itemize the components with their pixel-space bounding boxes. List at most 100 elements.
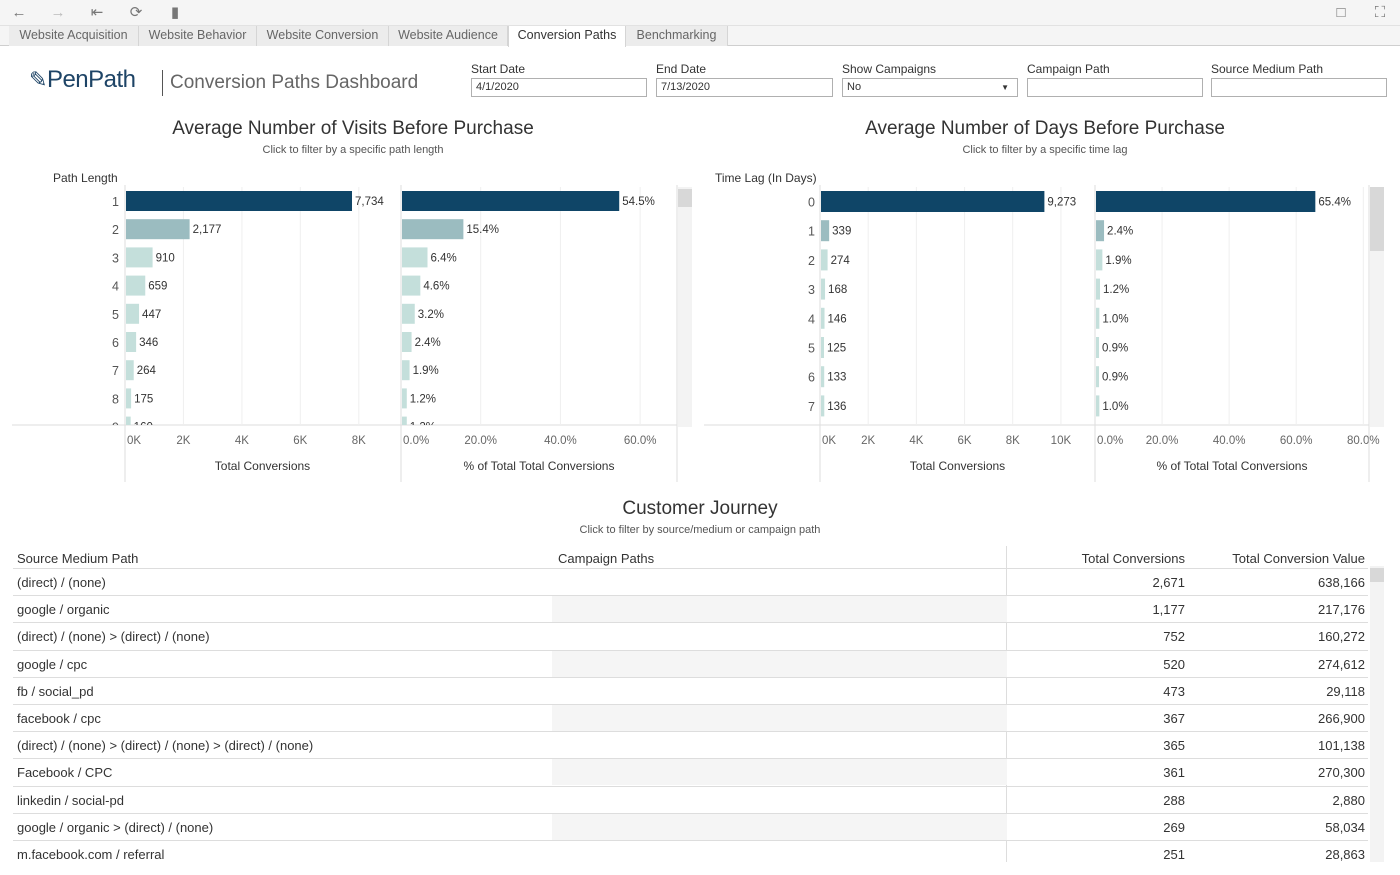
tab-website-acquisition[interactable]: Website Acquisition (9, 26, 139, 46)
category-label: 9 (112, 421, 119, 435)
source-medium-path-input[interactable] (1211, 78, 1387, 97)
source-medium-cell[interactable]: google / organic > (direct) / (none) (17, 819, 214, 835)
tab-website-conversion[interactable]: Website Conversion (257, 26, 389, 46)
path-length-header: Path Length (53, 171, 118, 185)
journey-title: Customer Journey (622, 498, 778, 519)
source-medium-cell[interactable]: (direct) / (none) (17, 575, 106, 590)
category-label: 7 (808, 400, 815, 414)
table-row[interactable]: google / organic 1,177 217,176 (13, 595, 1368, 623)
campaign-path-cell[interactable] (552, 841, 1007, 867)
table-row[interactable]: Facebook / CPC 361 270,300 (13, 758, 1368, 786)
table-row[interactable]: facebook / cpc 367 266,900 (13, 704, 1368, 731)
campaign-path-cell[interactable] (552, 569, 1007, 595)
x-tick-label: 8K (1006, 435, 1020, 447)
bar-value-label: 1.2% (1103, 284, 1129, 296)
visits-chart-scrollbar[interactable] (678, 187, 692, 427)
journey-scrollbar[interactable] (1370, 566, 1384, 862)
fullscreen-icon[interactable]: ⛶ (1374, 4, 1386, 21)
x-tick-label: 2K (861, 435, 875, 447)
show-campaigns-select[interactable]: No ▼ (842, 78, 1018, 97)
campaign-path-cell[interactable] (552, 787, 1007, 813)
bar (821, 220, 830, 242)
bar (402, 191, 620, 211)
bar-value-label: 168 (828, 284, 847, 296)
refresh-data-icon[interactable]: ⟳ (129, 4, 143, 21)
campaign-path-input[interactable] (1027, 78, 1203, 97)
bar-value-label: 1.0% (1102, 401, 1128, 413)
back-arrow-icon[interactable]: ← (11, 4, 27, 21)
start-date-input[interactable]: 4/1/2020 (471, 78, 647, 97)
bar-value-label: 3.2% (418, 309, 444, 321)
col-header-total-conversion-value[interactable]: Total Conversion Value (1232, 551, 1365, 566)
x-tick-label: 60.0% (624, 435, 657, 447)
total-conversion-value-cell: 638,166 (1318, 575, 1365, 590)
end-date-input[interactable]: 7/13/2020 (656, 78, 833, 97)
tab-benchmarking[interactable]: Benchmarking (626, 26, 728, 46)
campaign-path-cell[interactable] (552, 732, 1007, 758)
bar (126, 360, 134, 381)
visits-bar-chart[interactable]: 0K 2K 4K 6K 8K7,7342,17791065944734626417516… (0, 185, 700, 485)
col-header-source-medium[interactable]: Source Medium Path (17, 551, 139, 566)
bar (821, 278, 826, 300)
bar-value-label: 125 (827, 343, 846, 355)
campaign-path-cell[interactable] (552, 678, 1007, 704)
source-medium-cell[interactable]: (direct) / (none) > (direct) / (none) > … (17, 738, 314, 754)
toolbar: ← → ⇤ ⟳ ▮ □ ⛶ (0, 0, 1400, 26)
bar-value-label: 133 (827, 372, 846, 384)
total-conversion-value-cell: 266,900 (1318, 711, 1365, 726)
bar (1096, 337, 1100, 358)
table-row[interactable]: (direct) / (none) > (direct) / (none) 752… (13, 622, 1368, 649)
table-row[interactable]: m.facebook.com / referral 251 28,863 (13, 840, 1368, 867)
comment-icon[interactable]: □ (1336, 4, 1346, 21)
days-chart-subtitle: Click to filter by a specific time lag (962, 144, 1128, 156)
bar (1096, 395, 1100, 417)
total-conversion-value-cell: 274,612 (1318, 656, 1365, 672)
total-conversion-value-cell: 2,880 (1332, 792, 1365, 808)
tab-conversion-paths[interactable]: Conversion Paths (508, 26, 626, 47)
pause-updates-icon[interactable]: ▮ (170, 4, 180, 21)
forward-arrow-icon[interactable]: → (50, 4, 66, 21)
campaign-path-cell[interactable] (552, 705, 1007, 731)
category-label: 7 (112, 364, 119, 378)
x-tick-label: 40.0% (544, 435, 577, 447)
days-chart-scrollbar[interactable] (1370, 187, 1384, 427)
days-scrollbar-thumb[interactable] (1370, 187, 1384, 251)
table-row[interactable]: fb / social_pd 473 29,118 (13, 676, 1368, 704)
source-medium-cell[interactable]: facebook / cpc (17, 711, 101, 726)
table-row[interactable]: (direct) / (none) 2,671 638,166 (13, 568, 1368, 595)
source-medium-cell[interactable]: Facebook / CPC (17, 765, 113, 781)
source-medium-cell[interactable]: google / cpc (17, 656, 88, 672)
source-medium-cell[interactable]: (direct) / (none) > (direct) / (none) (17, 629, 210, 645)
days-bar-chart[interactable]: 0K 2K 4K 6K 8K 10K9,2733392741681461251331360… (700, 185, 1400, 485)
campaign-path-cell[interactable] (552, 650, 1007, 677)
campaign-path-cell[interactable] (552, 596, 1007, 623)
table-row[interactable]: google / organic > (direct) / (none) 269 5… (13, 812, 1368, 840)
x-tick-label: 0K (822, 435, 836, 447)
visits-scrollbar-thumb[interactable] (678, 189, 692, 207)
journey-scrollbar-thumb[interactable] (1370, 568, 1384, 582)
tab-website-behavior[interactable]: Website Behavior (139, 26, 257, 46)
total-conversions-cell: 520 (1163, 656, 1185, 672)
revert-icon[interactable]: ⇤ (90, 4, 104, 21)
source-medium-cell[interactable]: m.facebook.com / referral (17, 847, 165, 862)
campaign-path-cell[interactable] (552, 623, 1007, 649)
logo-mark-icon: ✎ (29, 67, 47, 92)
table-row[interactable]: linkedin / social-pd 288 2,880 (13, 785, 1368, 813)
tab-website-audience[interactable]: Website Audience (389, 26, 508, 46)
x-tick-label: 8K (352, 435, 366, 447)
source-medium-cell[interactable]: fb / social_pd (17, 683, 94, 699)
logo-text: PenPath (46, 66, 136, 93)
campaign-path-cell[interactable] (552, 813, 1007, 840)
days-chart-title: Average Number of Days Before Purchase (865, 118, 1225, 139)
col-header-campaign-paths[interactable]: Campaign Paths (558, 551, 655, 566)
table-row[interactable]: (direct) / (none) > (direct) / (none) > … (13, 731, 1368, 758)
source-medium-cell[interactable]: google / organic (17, 602, 110, 618)
category-label: 1 (808, 225, 815, 239)
source-medium-cell[interactable]: linkedin / social-pd (17, 792, 124, 808)
campaign-path-cell[interactable] (552, 759, 1007, 786)
table-row[interactable]: google / cpc 520 274,612 (13, 649, 1368, 677)
col-header-total-conversions[interactable]: Total Conversions (1081, 551, 1185, 566)
bar (1096, 220, 1105, 242)
category-label: 4 (808, 312, 815, 326)
category-label: 6 (808, 371, 815, 385)
